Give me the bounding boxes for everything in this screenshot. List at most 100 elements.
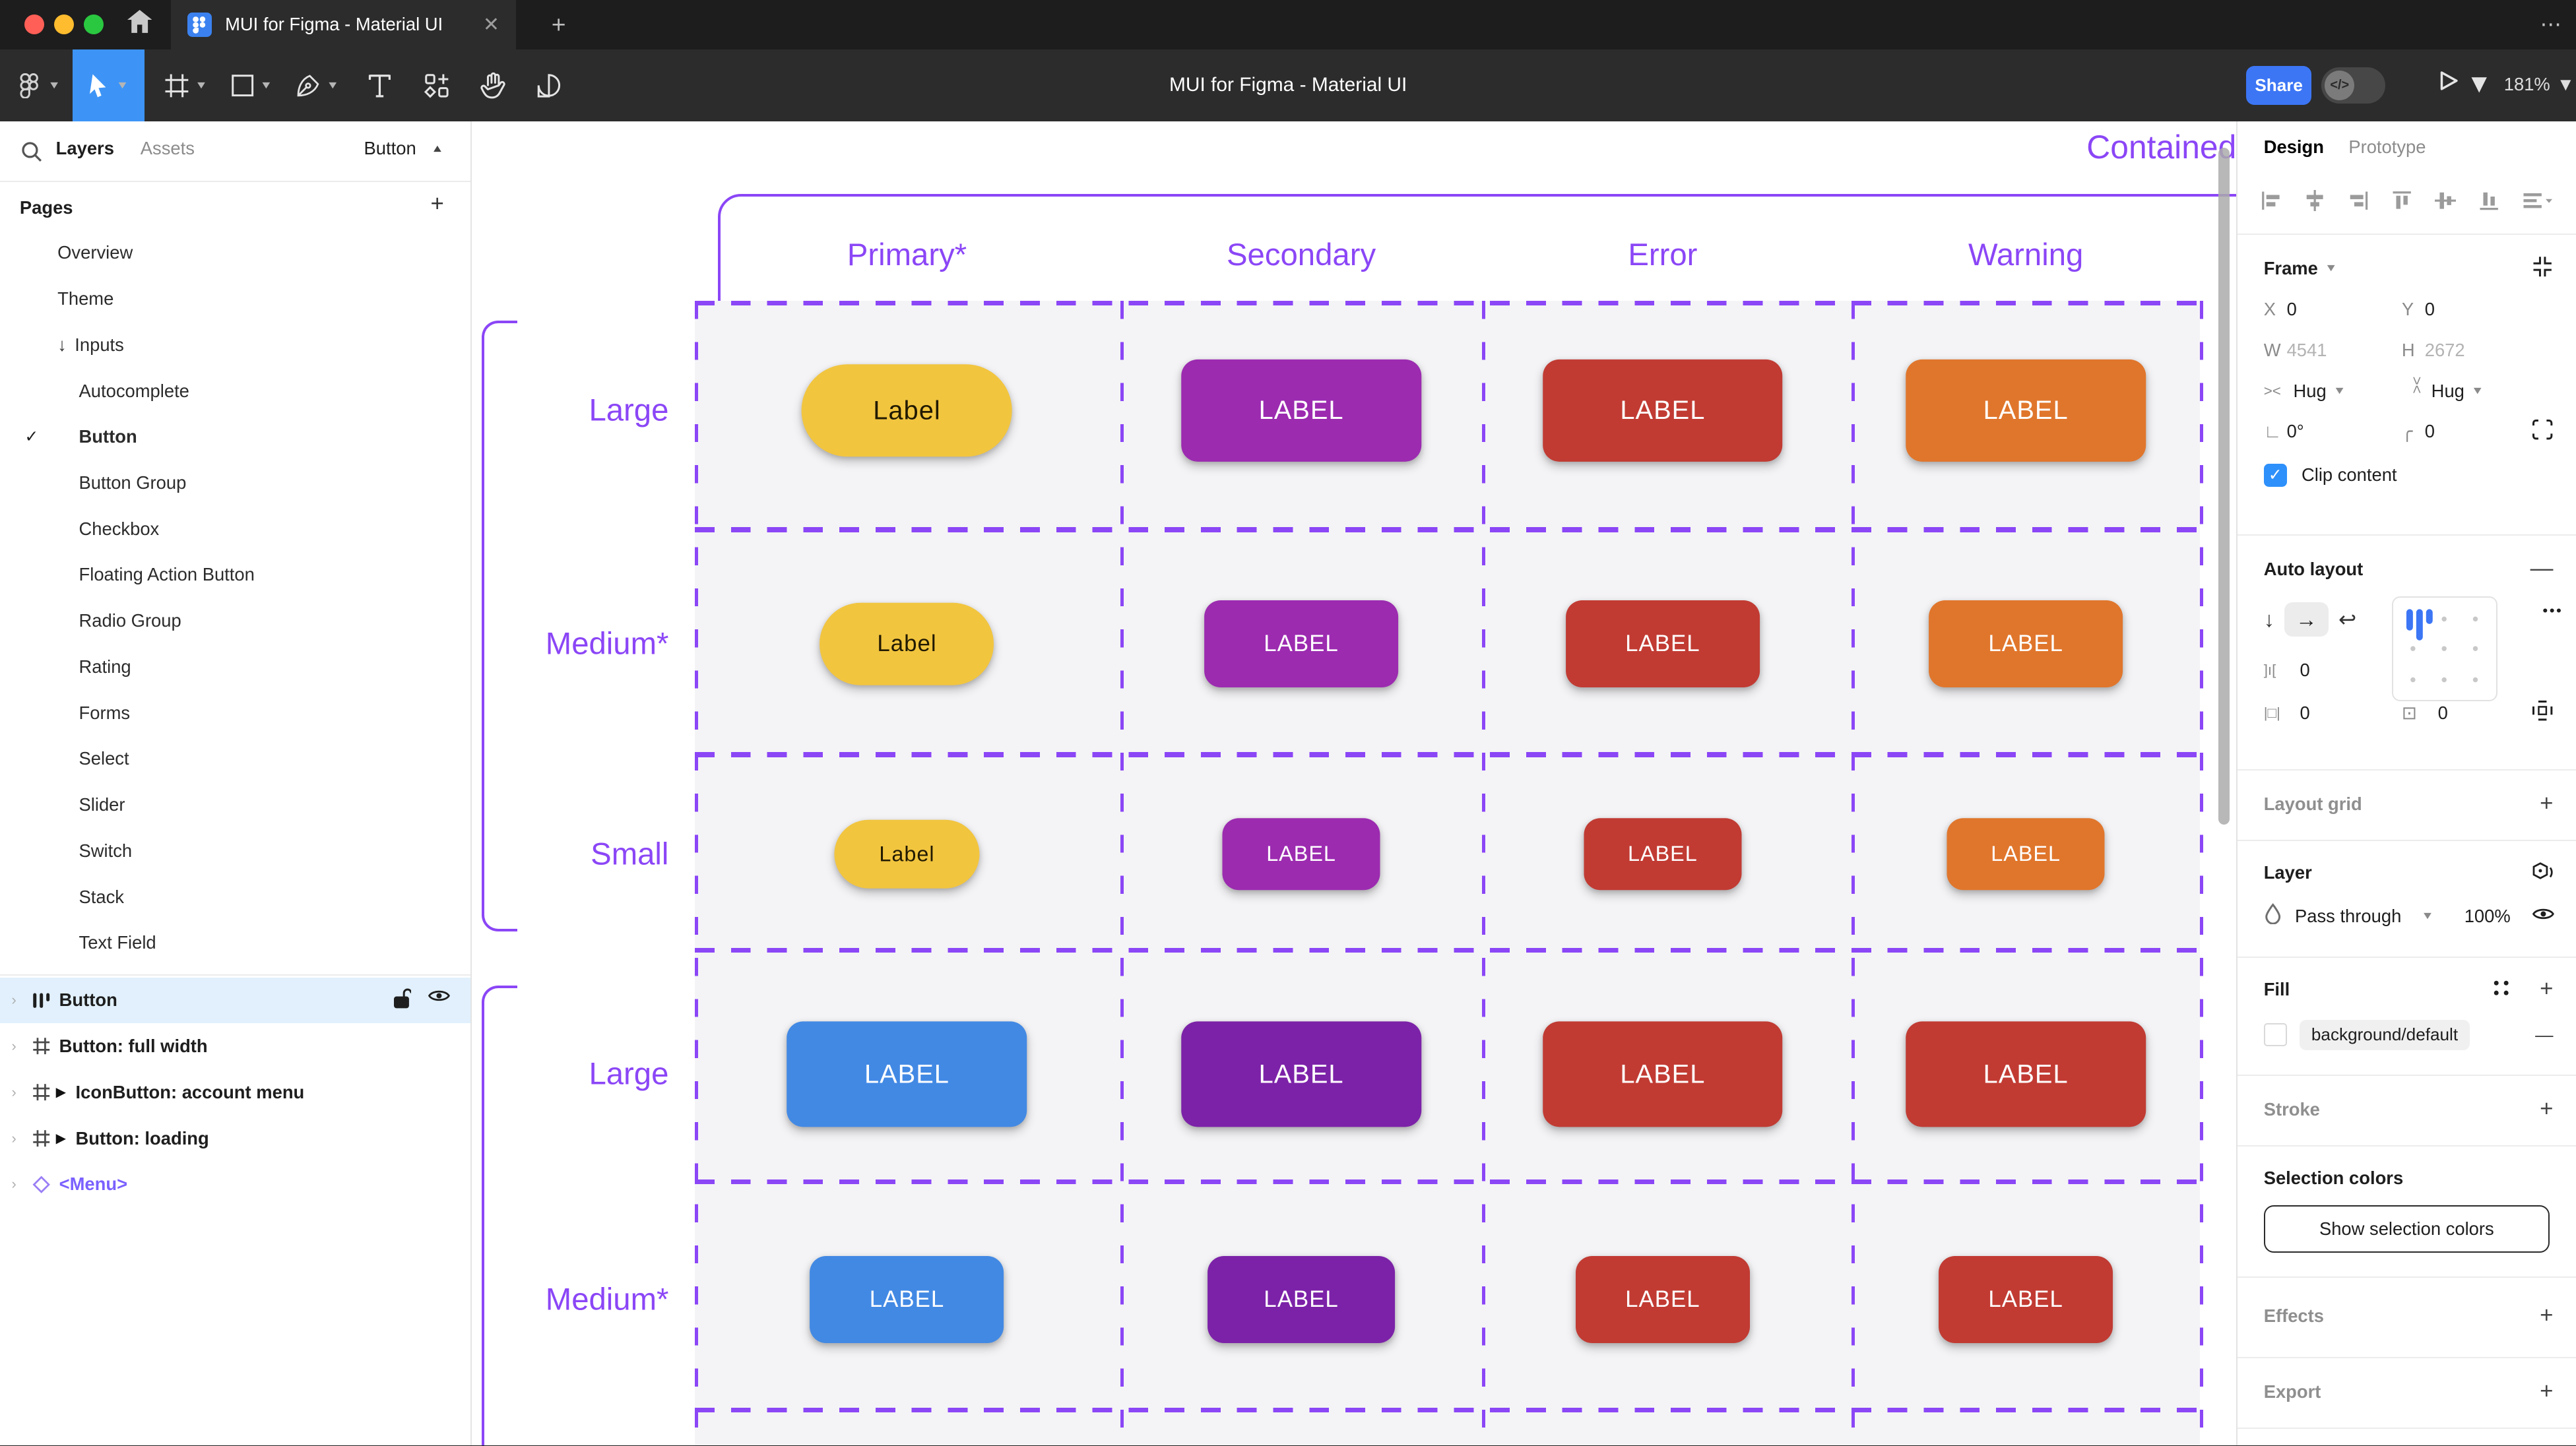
- page-item-text-field[interactable]: Text Field: [0, 920, 470, 966]
- collapse-panel-icon[interactable]: [2532, 256, 2553, 282]
- canvas-button-warning-large-0[interactable]: LABEL: [1906, 360, 2146, 462]
- add-stroke-button[interactable]: +: [2540, 1095, 2554, 1121]
- canvas-button-warning-medium-1[interactable]: LABEL: [1929, 600, 2123, 688]
- layout-direction-down-button[interactable]: ↓: [2263, 607, 2274, 631]
- contained-frame-title[interactable]: Contained: [2086, 129, 2236, 166]
- canvas-button-warning-medium-4[interactable]: LABEL: [1939, 1255, 2113, 1343]
- page-item-radio-group[interactable]: Radio Group: [0, 598, 470, 644]
- canvas-button-primary-small-2[interactable]: Label: [834, 819, 980, 889]
- corner-radius-field[interactable]: ╭ 0: [2401, 421, 2435, 442]
- page-item-checkbox[interactable]: Checkbox: [0, 506, 470, 552]
- figma-menu[interactable]: ▼: [10, 49, 69, 122]
- align-top-icon[interactable]: [2391, 190, 2412, 216]
- layer-row-menu[interactable]: › <Menu>: [0, 1161, 470, 1207]
- add-fill-button[interactable]: +: [2540, 975, 2554, 1001]
- inspector-tab-design[interactable]: Design: [2263, 136, 2324, 157]
- inspector-tab-prototype[interactable]: Prototype: [2348, 136, 2426, 157]
- remove-fill-button[interactable]: —: [2535, 1024, 2554, 1045]
- alignment-widget[interactable]: [2392, 596, 2497, 702]
- blend-mode-select[interactable]: Pass through: [2294, 905, 2402, 926]
- page-item-overview[interactable]: Overview: [0, 230, 470, 276]
- layout-direction-right-button[interactable]: →: [2284, 602, 2329, 637]
- frame-tool[interactable]: ▼: [158, 49, 214, 122]
- add-layout-grid-button[interactable]: +: [2540, 790, 2554, 816]
- align-right-icon[interactable]: [2348, 190, 2369, 216]
- page-item-select[interactable]: Select: [0, 736, 470, 782]
- expand-chevron-icon[interactable]: ›: [11, 1038, 16, 1055]
- file-tab[interactable]: MUI for Figma - Material UI ✕: [170, 0, 516, 49]
- canvas-button-secondary-medium-4[interactable]: LABEL: [1208, 1255, 1395, 1343]
- canvas-button-secondary-medium-1[interactable]: LABEL: [1204, 600, 1398, 688]
- independent-padding-icon[interactable]: [2532, 700, 2553, 726]
- expand-chevron-icon[interactable]: ›: [11, 1129, 16, 1147]
- canvas-button-secondary-large-0[interactable]: LABEL: [1181, 360, 1421, 462]
- independent-corners-icon[interactable]: [2532, 419, 2553, 445]
- share-button[interactable]: Share: [2245, 65, 2312, 106]
- canvas-button-error-large-3[interactable]: LABEL: [1543, 1021, 1783, 1127]
- page-item-forms[interactable]: Forms: [0, 690, 470, 736]
- pen-tool[interactable]: ▼: [289, 49, 345, 122]
- eye-icon[interactable]: [2532, 906, 2555, 927]
- page-item-button-group[interactable]: Button Group: [0, 460, 470, 506]
- frame-section-title[interactable]: Frame: [2263, 257, 2318, 278]
- search-icon[interactable]: [21, 140, 42, 170]
- dev-mode-toggle[interactable]: </>: [2321, 67, 2386, 104]
- page-item-autocomplete[interactable]: Autocomplete: [0, 368, 470, 414]
- sidebar-tab-layers[interactable]: Layers: [55, 138, 114, 159]
- page-item-floating-action-button[interactable]: Floating Action Button: [0, 552, 470, 598]
- unlock-icon[interactable]: [393, 988, 412, 1013]
- add-page-button[interactable]: +: [430, 190, 444, 216]
- width-field[interactable]: W 4541: [2263, 339, 2327, 360]
- expand-chevron-icon[interactable]: ›: [11, 1176, 16, 1193]
- layer-row-iconbutton-account-menu[interactable]: › ▶ IconButton: account menu: [0, 1069, 470, 1116]
- zoom-level-menu[interactable]: 181% ▼: [2504, 74, 2575, 95]
- add-effect-button[interactable]: +: [2540, 1302, 2554, 1329]
- page-item-stack[interactable]: Stack: [0, 874, 470, 920]
- layer-opacity-field[interactable]: 100%: [2464, 905, 2511, 926]
- canvas-button-primary-large-0[interactable]: Label: [802, 364, 1012, 457]
- fill-style-token[interactable]: background/default: [2300, 1019, 2470, 1050]
- layer-row-button[interactable]: › Button: [0, 977, 470, 1024]
- canvas-button-primary-medium-4[interactable]: LABEL: [810, 1255, 1004, 1343]
- eye-icon[interactable]: [428, 988, 451, 1013]
- page-item-switch[interactable]: Switch: [0, 828, 470, 874]
- canvas-button-secondary-large-3[interactable]: LABEL: [1181, 1021, 1421, 1127]
- canvas-button-warning-large-3[interactable]: LABEL: [1906, 1021, 2146, 1127]
- vertical-resizing-select[interactable]: >< Hug ▼: [2402, 376, 2540, 402]
- canvas-vertical-scrollbar[interactable]: [2218, 148, 2230, 825]
- canvas-button-primary-large-3[interactable]: LABEL: [787, 1021, 1027, 1127]
- show-selection-colors-button[interactable]: Show selection colors: [2263, 1205, 2550, 1253]
- canvas-button-secondary-small-2[interactable]: LABEL: [1222, 818, 1380, 891]
- present-button[interactable]: ▼: [2437, 69, 2492, 99]
- fill-color-swatch[interactable]: [2263, 1023, 2287, 1047]
- align-left-icon[interactable]: [2261, 190, 2282, 216]
- distribute-icon[interactable]: [2522, 190, 2553, 216]
- page-item-inputs[interactable]: ↓ Inputs: [0, 322, 470, 368]
- align-horizontal-center-icon[interactable]: [2304, 190, 2325, 216]
- clip-content-checkbox[interactable]: ✓: [2263, 463, 2287, 487]
- layer-row-button-loading[interactable]: › ▶ Button: loading: [0, 1116, 470, 1162]
- page-item-slider[interactable]: Slider: [0, 782, 470, 828]
- hand-tool[interactable]: [467, 49, 519, 122]
- sidebar-tab-assets[interactable]: Assets: [140, 138, 195, 159]
- tab-close-icon[interactable]: ✕: [482, 13, 499, 36]
- vertical-padding-field[interactable]: ⊡ 0: [2401, 702, 2448, 723]
- height-field[interactable]: H 2672: [2401, 339, 2465, 360]
- actions-tool[interactable]: [411, 49, 464, 122]
- item-spacing-field[interactable]: ]ı[0: [2263, 660, 2310, 681]
- horizontal-resizing-select[interactable]: >< Hug ▼: [2263, 380, 2346, 401]
- text-tool[interactable]: [355, 49, 404, 122]
- blend-mode-icon[interactable]: [2264, 903, 2282, 929]
- canvas-button-error-medium-1[interactable]: LABEL: [1565, 600, 1760, 688]
- file-title[interactable]: MUI for Figma - Material UI: [1169, 74, 1407, 96]
- page-item-button[interactable]: ✓ Button: [0, 414, 470, 460]
- close-window-button[interactable]: [24, 15, 45, 35]
- move-tool[interactable]: ▼: [72, 49, 145, 122]
- window-more-icon[interactable]: ⋯: [2540, 13, 2563, 37]
- horizontal-padding-field[interactable]: |□| 0: [2263, 702, 2310, 723]
- expand-chevron-icon[interactable]: ›: [11, 991, 16, 1009]
- canvas-button-error-large-0[interactable]: LABEL: [1543, 360, 1783, 462]
- page-item-theme[interactable]: Theme: [0, 276, 470, 322]
